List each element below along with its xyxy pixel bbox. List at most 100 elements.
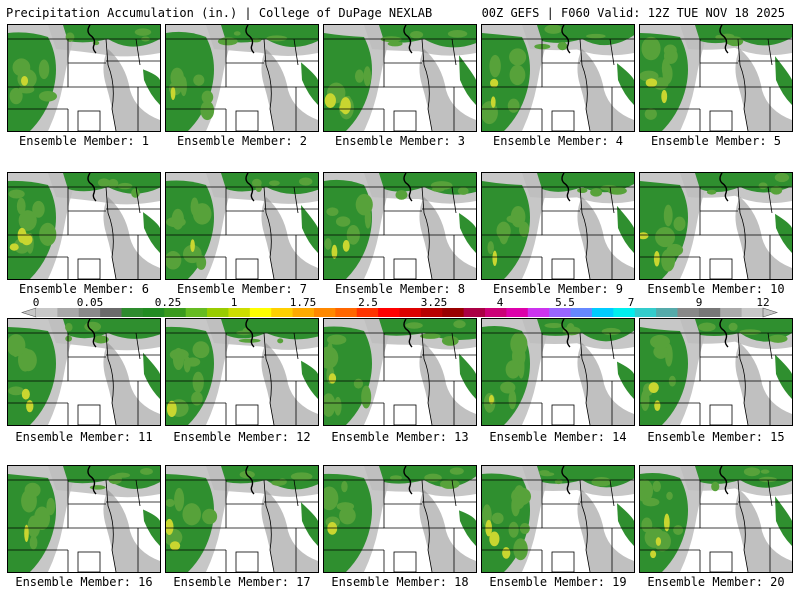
precip-blob: [440, 479, 460, 489]
precip-blob: [774, 173, 790, 183]
precip-blob: [389, 475, 402, 481]
precip-map: [166, 466, 318, 572]
colorbar-swatch: [378, 308, 400, 317]
ensemble-member-label: Ensemble Member: 11: [15, 430, 153, 444]
colorbar-swatch: [677, 308, 700, 317]
state-border: [579, 186, 591, 279]
precip-blob: [354, 69, 364, 83]
precip-blob: [489, 54, 501, 78]
state-border: [105, 479, 117, 572]
precip-blob: [491, 512, 504, 525]
state-border: [235, 404, 259, 425]
precip-gray-area: [735, 49, 792, 131]
ensemble-member-label: Ensemble Member: 2: [176, 134, 308, 148]
precip-blob: [652, 480, 661, 493]
state-border: [609, 186, 615, 214]
precip-blob: [89, 485, 106, 490]
precip-blob: [640, 389, 650, 412]
state-border: [235, 110, 259, 131]
state-border: [551, 258, 575, 279]
precip-blob: [327, 342, 334, 363]
precip-blob: [487, 241, 494, 255]
precip-heavy-blob: [9, 243, 19, 251]
precip-heavy-blob: [331, 244, 338, 259]
precip-map: [8, 25, 160, 131]
state-border: [451, 38, 457, 66]
lake-outline: [403, 25, 413, 54]
precip-map: [324, 466, 476, 572]
precip-heavy-blob: [324, 93, 336, 108]
precip-green-area: [617, 361, 634, 399]
colorbar-swatch: [485, 308, 507, 317]
precip-heavy-blob: [21, 75, 29, 86]
precip-blob: [271, 479, 286, 486]
precip-gray-area: [735, 490, 792, 572]
precip-heavy-blob: [339, 104, 348, 112]
precip-blob: [182, 244, 202, 264]
precip-heavy-blob: [26, 400, 34, 413]
precip-green-area: [775, 213, 792, 253]
precip-green-area: [301, 62, 318, 105]
lake-outline: [87, 319, 97, 348]
state-border: [551, 551, 575, 572]
precip-blob: [217, 37, 238, 46]
precip-gray-area: [103, 343, 160, 425]
precip-blob: [655, 227, 676, 248]
state-border: [263, 479, 275, 572]
precip-green-area: [301, 502, 318, 546]
precip-gray-area: [103, 490, 160, 572]
state-border: [293, 186, 299, 214]
precip-heavy-blob: [640, 232, 649, 240]
precip-gray-area: [103, 197, 160, 279]
precip-blob: [538, 470, 550, 475]
colorbar-swatch: [698, 308, 721, 317]
precip-green-area: [775, 56, 792, 105]
precip-blob: [238, 338, 261, 343]
colorbar-left-arrow: [21, 307, 37, 318]
precip-blob: [107, 178, 119, 189]
state-border: [709, 258, 733, 279]
state-border: [609, 479, 615, 507]
precip-blob: [743, 467, 761, 477]
precip-blob: [193, 74, 205, 86]
precip-blob: [507, 98, 520, 113]
colorbar-swatch: [36, 308, 58, 317]
precip-green-area: [143, 212, 160, 253]
ensemble-member-label: Ensemble Member: 7: [176, 282, 308, 296]
state-border: [767, 332, 773, 360]
precip-blob: [641, 517, 653, 533]
state-border: [421, 186, 433, 279]
precip-blob: [644, 108, 657, 120]
precip-blob: [758, 476, 778, 483]
ensemble-panel-20: [639, 465, 793, 573]
precip-blob: [140, 467, 153, 475]
ensemble-member-label: Ensemble Member: 16: [15, 575, 153, 589]
precip-blob: [38, 90, 58, 102]
precip-heavy-blob: [490, 96, 496, 108]
precip-green-area: [459, 55, 476, 105]
state-border: [767, 186, 773, 214]
precip-blob: [405, 322, 423, 329]
precip-blob: [324, 486, 339, 511]
precip-blob: [65, 323, 73, 332]
precip-green-area: [379, 173, 476, 195]
ensemble-panel-3: [323, 24, 477, 132]
precip-blob: [420, 333, 441, 339]
colorbar-tick-label: 9: [695, 296, 703, 309]
precip-blob: [12, 58, 31, 77]
colorbar: [21, 307, 778, 318]
lake-outline: [87, 25, 97, 54]
precip-green-area: [617, 205, 634, 253]
precip-blob: [706, 189, 717, 195]
precip-green-area: [695, 25, 792, 46]
colorbar-tick-label: 5.5: [555, 296, 575, 309]
header-title: Precipitation Accumulation (in.) | Colle…: [6, 6, 433, 20]
precip-blob: [166, 250, 182, 270]
precip-blob: [509, 48, 527, 66]
precip-blob: [327, 334, 347, 345]
precip-blob: [728, 322, 738, 331]
lake-outline: [245, 319, 255, 348]
precip-heavy-blob: [490, 78, 499, 88]
precip-blob: [509, 64, 526, 86]
precip-heavy-blob: [328, 373, 337, 384]
